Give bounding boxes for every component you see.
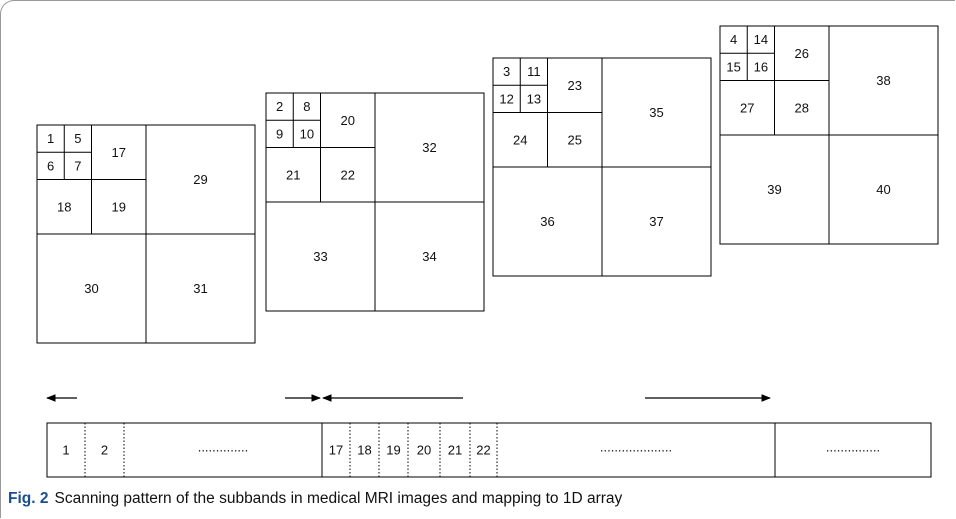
array-cell-label: .................... [600,440,672,455]
decomposition-4-cell-label: 38 [876,73,890,88]
caption-text: Scanning pattern of the subbands in medi… [54,490,623,507]
decomposition-3-cell-label: 24 [513,132,527,147]
array-cell-label: 21 [448,443,462,458]
decomposition-1-cell-label: 6 [47,158,54,173]
decomposition-1-cell-label: 7 [74,158,81,173]
array-cell-label: 2 [101,443,108,458]
array-cell-label: 19 [386,443,400,458]
array-cell-label: ............... [826,440,880,455]
decomposition-1-cell-label: 30 [84,281,98,296]
decomposition-1-cell-label: 5 [74,131,81,146]
decomposition-2-cell-label: 9 [276,126,283,141]
array-cell-label: .............. [198,440,249,455]
array-box [46,422,932,478]
decomposition-1-cell-label: 1 [47,131,54,146]
array-cell-label: 1 [62,443,69,458]
decomposition-2-cell-label: 21 [286,167,300,182]
decomposition-2-cell-label: 8 [303,99,310,114]
array-cell-label: 20 [417,443,431,458]
decomposition-3-cell-label: 3 [503,64,510,79]
decomposition-2-cell-label: 10 [300,126,314,141]
decomposition-1-cell-label: 18 [57,199,71,214]
decomposition-4-cell-label: 14 [754,32,768,47]
decomposition-3-cell-label: 12 [499,91,513,106]
decomposition-3-cell-label: 35 [649,105,663,120]
decomposition-4-cell-label: 26 [795,46,809,61]
decomposition-3-cell-label: 23 [568,78,582,93]
decomposition-2-cell-label: 33 [313,249,327,264]
figure-caption: Fig. 2 Scanning pattern of the subbands i… [8,490,622,508]
decomposition-3-cell-label: 25 [568,132,582,147]
decomposition-4-cell-label: 16 [754,59,768,74]
array-cell-label: 17 [329,443,343,458]
decomposition-2-cell-label: 2 [276,99,283,114]
caption-figure-number: Fig. 2 [8,490,49,507]
decomposition-3-cell-label: 11 [527,64,541,79]
array-cell-label: 22 [476,443,490,458]
decomposition-4-cell-label: 28 [795,100,809,115]
decomposition-4-cell-label: 40 [876,182,890,197]
decomposition-2-cell-label: 22 [341,167,355,182]
decomposition-1-cell-label: 19 [112,199,126,214]
array-cell-label: 18 [357,443,371,458]
decomposition-4-cell-label: 4 [730,32,737,47]
decomposition-4-cell-label: 27 [740,100,754,115]
decomposition-2-cell-label: 34 [422,249,436,264]
decomposition-1-cell-label: 17 [112,145,126,160]
decomposition-3-cell-label: 37 [649,214,663,229]
decomposition-2-cell-label: 20 [341,113,355,128]
decomposition-4-cell-label: 39 [767,182,781,197]
decomposition-3-cell-label: 13 [527,91,541,106]
decomposition-3-cell-label: 36 [540,214,554,229]
decomposition-1-cell-label: 31 [193,281,207,296]
decomposition-1-cell-label: 29 [193,172,207,187]
decomposition-4-cell-label: 15 [726,59,740,74]
decomposition-2-cell-label: 32 [422,140,436,155]
